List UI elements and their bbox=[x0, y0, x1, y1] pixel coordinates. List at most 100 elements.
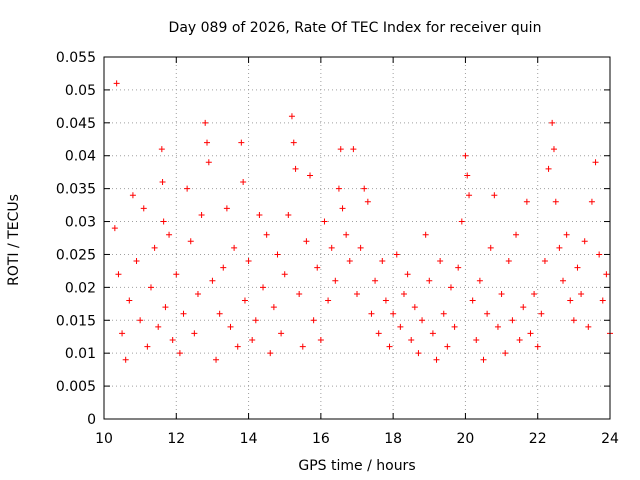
data-point bbox=[563, 231, 570, 238]
data-point bbox=[216, 310, 223, 317]
data-point bbox=[184, 185, 191, 192]
data-point bbox=[404, 271, 411, 278]
data-point bbox=[502, 350, 509, 357]
data-point bbox=[290, 139, 297, 146]
data-point bbox=[550, 146, 557, 153]
data-point bbox=[451, 323, 458, 330]
data-point bbox=[166, 231, 173, 238]
grid-lines bbox=[104, 57, 610, 419]
y-tick-label: 0.035 bbox=[56, 182, 96, 198]
data-point bbox=[509, 317, 516, 324]
data-point bbox=[158, 146, 165, 153]
data-point bbox=[382, 297, 389, 304]
data-point bbox=[227, 323, 234, 330]
data-point bbox=[541, 258, 548, 265]
data-point bbox=[364, 198, 371, 205]
y-tick-label: 0.05 bbox=[65, 83, 96, 99]
data-point bbox=[187, 238, 194, 245]
data-point bbox=[354, 290, 360, 297]
data-point bbox=[411, 304, 418, 311]
data-point bbox=[538, 310, 545, 317]
data-point bbox=[220, 264, 227, 271]
y-tick-labels: 0 0.005 0.01 0.015 0.02 0.025 0.03 0.035 0.04 0.0… bbox=[56, 50, 96, 428]
data-point bbox=[335, 185, 342, 192]
data-point bbox=[476, 277, 483, 284]
data-point bbox=[498, 290, 505, 297]
data-point bbox=[191, 330, 198, 337]
data-point bbox=[487, 244, 494, 251]
data-point bbox=[603, 271, 610, 278]
data-point bbox=[292, 165, 299, 172]
data-point bbox=[545, 165, 552, 172]
data-point bbox=[198, 211, 205, 218]
data-point bbox=[473, 337, 480, 344]
axis-ticks bbox=[103, 56, 611, 420]
data-point bbox=[350, 146, 357, 153]
data-point bbox=[339, 205, 346, 212]
data-point bbox=[337, 146, 344, 153]
data-point bbox=[426, 277, 433, 284]
data-point bbox=[256, 211, 263, 218]
data-point bbox=[252, 317, 259, 324]
data-point bbox=[204, 139, 211, 146]
y-tick-label: 0.01 bbox=[65, 346, 96, 362]
data-point bbox=[588, 198, 595, 205]
data-point bbox=[379, 258, 386, 265]
data-point bbox=[270, 304, 277, 311]
data-point bbox=[494, 323, 501, 330]
data-point bbox=[240, 179, 247, 186]
x-tick-label: 24 bbox=[601, 431, 619, 447]
y-tick-label: 0.04 bbox=[65, 149, 96, 165]
y-tick-label: 0.045 bbox=[56, 116, 96, 132]
data-point bbox=[484, 310, 491, 317]
data-point bbox=[556, 244, 563, 251]
data-point bbox=[288, 113, 295, 120]
data-point bbox=[419, 317, 426, 324]
data-point bbox=[155, 323, 162, 330]
y-tick-label: 0.03 bbox=[65, 215, 96, 231]
data-point bbox=[267, 350, 274, 357]
data-point bbox=[574, 264, 581, 271]
data-point bbox=[314, 264, 321, 271]
data-point bbox=[390, 310, 397, 317]
data-point bbox=[447, 284, 454, 291]
data-point bbox=[408, 337, 415, 344]
data-point bbox=[111, 225, 118, 232]
chart-title: Day 089 of 2026, Rate Of TEC Index for r… bbox=[169, 20, 542, 36]
data-point bbox=[147, 284, 154, 291]
data-point bbox=[440, 310, 447, 317]
data-point bbox=[115, 271, 122, 278]
data-point bbox=[140, 205, 147, 212]
data-point bbox=[400, 290, 407, 297]
data-point bbox=[169, 337, 176, 344]
x-tick-label: 10 bbox=[95, 431, 113, 447]
data-point bbox=[386, 343, 393, 350]
data-point bbox=[332, 277, 339, 284]
data-point bbox=[397, 323, 404, 330]
data-point bbox=[173, 271, 180, 278]
data-point bbox=[274, 251, 281, 258]
data-point bbox=[433, 356, 440, 363]
y-tick-label: 0.025 bbox=[56, 247, 96, 263]
x-tick-label: 16 bbox=[312, 431, 330, 447]
data-point bbox=[325, 297, 332, 304]
data-point bbox=[534, 343, 541, 350]
data-point bbox=[137, 317, 144, 324]
x-tick-label: 14 bbox=[240, 431, 258, 447]
data-point bbox=[469, 297, 476, 304]
data-point bbox=[592, 159, 599, 166]
data-point bbox=[299, 343, 306, 350]
data-point bbox=[205, 159, 212, 166]
data-point bbox=[455, 264, 462, 271]
data-point bbox=[458, 218, 465, 225]
data-point bbox=[202, 119, 209, 126]
data-point bbox=[122, 356, 129, 363]
data-point bbox=[357, 244, 364, 251]
data-point bbox=[491, 192, 498, 199]
data-point bbox=[437, 258, 444, 265]
data-point bbox=[585, 323, 592, 330]
data-point bbox=[317, 337, 324, 344]
y-tick-label: 0.055 bbox=[56, 50, 96, 66]
data-point bbox=[194, 290, 201, 297]
data-point bbox=[343, 231, 350, 238]
